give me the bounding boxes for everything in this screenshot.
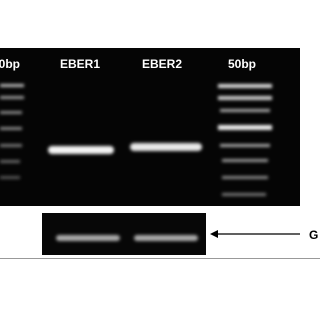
control-gel: [42, 213, 206, 255]
control-label: G: [309, 228, 318, 242]
arrow-head: [210, 230, 218, 238]
lane-label: EBER1: [60, 57, 100, 71]
right-ladder: [218, 84, 272, 196]
lane-label: EBER2: [142, 57, 182, 71]
ladder-label: 50bp: [228, 57, 256, 71]
control-bands: [56, 235, 198, 241]
sample-bands: [48, 143, 202, 154]
ladder-label: 50bp: [0, 57, 20, 71]
left-ladder: [0, 84, 24, 179]
